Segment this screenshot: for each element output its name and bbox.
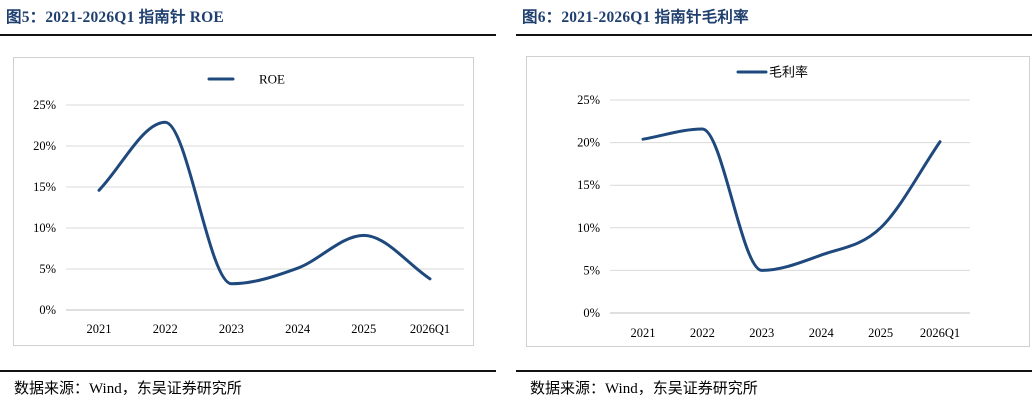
y-tick-label: 5% [39, 262, 56, 276]
figure-title: 图6：2021-2026Q1 指南针毛利率 [522, 9, 749, 26]
legend-label: ROE [259, 72, 285, 87]
x-tick-label: 2022 [153, 322, 178, 336]
figure-roe: 图5：2021-2026Q1 指南针 ROE 0% 5% 10% 15% 20% 25% 2… [0, 0, 496, 413]
bottom-rule [0, 370, 496, 372]
x-tick-label: 2025 [351, 322, 376, 336]
y-tick-label: 20% [33, 139, 56, 153]
y-tick-label: 20% [577, 136, 600, 150]
x-tick-label: 2026Q1 [410, 322, 450, 336]
y-tick-label: 25% [33, 98, 56, 112]
top-rule [0, 34, 496, 36]
y-tick-label: 5% [583, 263, 600, 277]
x-tick-label: 2023 [749, 326, 774, 340]
y-tick-label: 0% [583, 306, 600, 320]
x-tick-label: 2022 [690, 326, 715, 340]
x-tick-label: 2024 [809, 326, 835, 340]
y-tick-label: 15% [577, 178, 600, 192]
x-tick-label: 2026Q1 [920, 326, 960, 340]
y-tick-label: 25% [577, 93, 600, 107]
x-tick-label: 2025 [868, 326, 893, 340]
roe-line-chart: 0% 5% 10% 15% 20% 25% 2021 2022 2023 2024 2025 2026… [33, 72, 464, 336]
bottom-rule [516, 370, 1032, 372]
series-line [97, 120, 432, 286]
source-note: 数据来源：Wind，东吴证券研究所 [530, 381, 758, 397]
legend-label: 毛利率 [769, 65, 808, 80]
x-tick-label: 2021 [631, 326, 656, 340]
y-tick-label: 15% [33, 180, 56, 194]
figure-gross-margin: 图6：2021-2026Q1 指南针毛利率 0% 5% 10% 15% 20% 25% 20… [516, 0, 1032, 413]
gross-margin-line-chart: 0% 5% 10% 15% 20% 25% 2021 2022 2023 2024 2025 2026… [577, 65, 970, 340]
y-tick-label: 10% [33, 221, 56, 235]
y-tick-label: 0% [39, 303, 56, 317]
x-tick-label: 2021 [87, 322, 112, 336]
figure-title: 图5：2021-2026Q1 指南针 ROE [6, 9, 224, 26]
x-tick-label: 2023 [219, 322, 244, 336]
series-line [641, 127, 942, 272]
top-rule [516, 34, 1032, 36]
y-tick-label: 10% [577, 221, 600, 235]
chart-frame [526, 56, 1030, 347]
x-tick-label: 2024 [285, 322, 311, 336]
source-note: 数据来源：Wind，东吴证券研究所 [14, 381, 242, 397]
